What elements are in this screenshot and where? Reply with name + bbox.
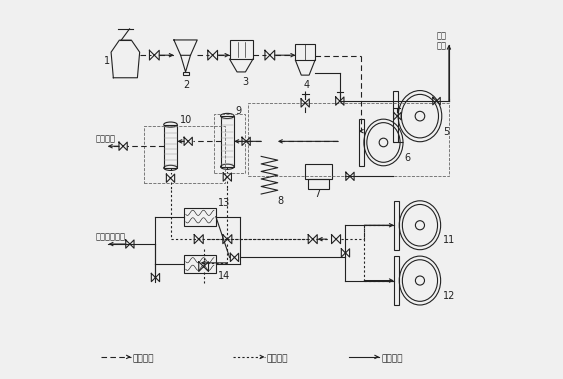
Text: 液体流向: 液体流向 bbox=[381, 354, 403, 363]
Bar bbox=[359, 119, 364, 166]
Text: 6: 6 bbox=[404, 152, 410, 163]
Text: 产品：高纯铊: 产品：高纯铊 bbox=[95, 233, 126, 241]
Bar bbox=[393, 91, 398, 142]
Bar bbox=[296, 44, 315, 60]
Bar bbox=[305, 164, 332, 179]
Text: 1: 1 bbox=[104, 56, 110, 66]
Bar bbox=[394, 201, 399, 250]
Bar bbox=[394, 256, 399, 305]
Bar bbox=[184, 255, 216, 273]
Text: 12: 12 bbox=[443, 291, 455, 301]
Bar bbox=[182, 72, 189, 75]
Bar bbox=[308, 179, 329, 189]
Bar bbox=[144, 126, 225, 183]
Text: 固体流向: 固体流向 bbox=[266, 354, 288, 363]
Text: 5: 5 bbox=[443, 127, 449, 137]
Text: 13: 13 bbox=[218, 198, 230, 208]
Bar bbox=[184, 208, 216, 226]
Text: 3: 3 bbox=[242, 77, 248, 87]
Bar bbox=[248, 103, 449, 176]
Text: 8: 8 bbox=[278, 196, 284, 206]
Text: 9: 9 bbox=[235, 106, 242, 116]
Bar bbox=[164, 125, 177, 168]
Text: 10: 10 bbox=[180, 115, 192, 125]
Text: 14: 14 bbox=[218, 271, 230, 281]
Bar bbox=[214, 114, 245, 172]
Text: 7: 7 bbox=[315, 189, 321, 199]
Text: 4: 4 bbox=[303, 80, 310, 90]
Text: 达标排放: 达标排放 bbox=[95, 135, 115, 144]
Bar bbox=[221, 116, 234, 167]
Text: 废水
处理: 废水 处理 bbox=[436, 31, 446, 50]
Text: 2: 2 bbox=[184, 80, 190, 90]
Text: 气体流向: 气体流向 bbox=[133, 354, 154, 363]
Text: 11: 11 bbox=[443, 235, 455, 245]
Bar bbox=[230, 40, 253, 59]
